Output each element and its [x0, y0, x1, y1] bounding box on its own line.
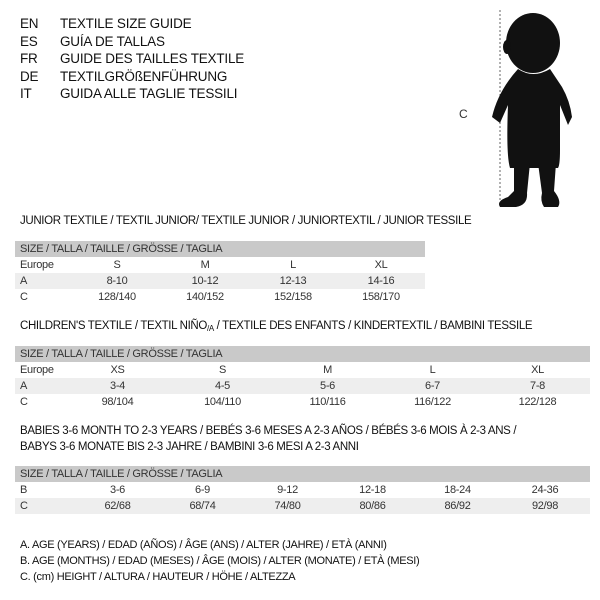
- cell: S: [113, 259, 121, 271]
- size-header: SIZE / TALLA / TAILLE / GRÖSSE / TAGLIA: [15, 466, 590, 482]
- children-size-table: SIZE / TALLA / TAILLE / GRÖSSE / TAGLIA …: [15, 346, 590, 410]
- row-label: Europe: [20, 364, 54, 376]
- cell: XL: [531, 364, 544, 376]
- cell: 68/74: [160, 498, 245, 514]
- lang-it: IT GUIDA ALLE TAGLIE TESSILI: [20, 85, 244, 103]
- table-row: B 3-6 6-9 9-12 12-18 18-24 24-36: [15, 482, 590, 498]
- babies-section-title-line2: BABYS 3-6 MONATE BIS 2-3 JAHRE / BAMBINI…: [20, 441, 359, 453]
- cell: 62/68: [75, 498, 160, 514]
- cell: 12-13: [249, 273, 337, 289]
- cell: L: [290, 259, 296, 271]
- legend-item: B. AGE (MONTHS) / EDAD (MESES) / ÂGE (MO…: [20, 555, 420, 567]
- legend-item: C. (cm) HEIGHT / ALTURA / HAUTEUR / HÖHE…: [20, 571, 296, 583]
- title-text: / TEXTILE DES ENFANTS / KINDERTEXTIL / B…: [213, 320, 533, 332]
- lang-code: IT: [20, 86, 32, 101]
- lang-code: EN: [20, 16, 39, 31]
- cell: 110/116: [309, 396, 346, 408]
- table-row: C 128/140 140/152 152/158 158/170: [15, 289, 425, 305]
- cell: S: [218, 364, 227, 376]
- table-row: C 62/68 68/74 74/80 80/86 86/92 92/98: [15, 498, 590, 514]
- lang-title: GUIDE DES TAILLES TEXTILE: [60, 51, 245, 66]
- cell: 10-12: [161, 273, 249, 289]
- size-header: SIZE / TALLA / TAILLE / GRÖSSE / TAGLIA: [15, 346, 590, 362]
- junior-section-title: JUNIOR TEXTILE / TEXTIL JUNIOR/ TEXTILE …: [20, 215, 472, 227]
- cell: 6-9: [195, 484, 210, 496]
- babies-section-title-line1: BABIES 3-6 MONTH TO 2-3 YEARS / BEBÉS 3-…: [20, 425, 517, 437]
- cell: L: [429, 364, 436, 376]
- cell: 8-10: [73, 273, 161, 289]
- lang-title: GUIDA ALLE TAGLIE TESSILI: [60, 86, 238, 101]
- cell: 152/158: [274, 291, 312, 303]
- table-row: A 8-10 10-12 12-13 14-16: [15, 273, 425, 289]
- row-label: C: [15, 498, 75, 514]
- lang-fr: FR GUIDE DES TAILLES TEXTILE: [20, 50, 244, 68]
- title-subscript: /A: [206, 324, 214, 333]
- cell: 86/92: [415, 498, 500, 514]
- cell: XS: [110, 364, 125, 376]
- size-header: SIZE / TALLA / TAILLE / GRÖSSE / TAGLIA: [15, 241, 425, 257]
- row-label: C: [20, 396, 28, 408]
- cell: 18-24: [444, 484, 471, 496]
- lang-de: DE TEXTILGRÖßENFÜHRUNG: [20, 68, 244, 86]
- cell: 5-6: [275, 378, 380, 394]
- table-header-row: SIZE / TALLA / TAILLE / GRÖSSE / TAGLIA: [15, 241, 425, 257]
- cell: 14-16: [337, 273, 425, 289]
- legend-item: A. AGE (YEARS) / EDAD (AÑOS) / ÂGE (ANS)…: [20, 539, 387, 551]
- row-label: C: [20, 291, 28, 303]
- legend: A. AGE (YEARS) / EDAD (AÑOS) / ÂGE (ANS)…: [20, 537, 420, 585]
- cell: 158/170: [362, 291, 400, 303]
- cell: 104/110: [204, 396, 241, 408]
- cell: 6-7: [380, 378, 485, 394]
- row-label: A: [15, 273, 73, 289]
- cell: 3-4: [65, 378, 170, 394]
- children-section-title: CHILDREN'S TEXTILE / TEXTIL NIÑO/A / TEX…: [20, 320, 533, 333]
- table-header-row: SIZE / TALLA / TAILLE / GRÖSSE / TAGLIA: [15, 346, 590, 362]
- cell: 12-18: [359, 484, 386, 496]
- cell: 7-8: [485, 378, 590, 394]
- table-header-row: SIZE / TALLA / TAILLE / GRÖSSE / TAGLIA: [15, 466, 590, 482]
- junior-size-table: SIZE / TALLA / TAILLE / GRÖSSE / TAGLIA …: [15, 241, 425, 305]
- cell: 24-36: [531, 484, 559, 496]
- cell: 128/140: [98, 291, 136, 303]
- table-row: Europe S M L XL: [15, 257, 425, 273]
- row-label: A: [15, 378, 65, 394]
- cell: XL: [374, 259, 388, 271]
- lang-code: FR: [20, 51, 38, 66]
- row-label: Europe: [20, 259, 54, 271]
- lang-title: TEXTILGRÖßENFÜHRUNG: [60, 68, 228, 84]
- language-titles: EN TEXTILE SIZE GUIDE ES GUÍA DE TALLAS FR…: [20, 15, 244, 103]
- cell: 80/86: [330, 498, 415, 514]
- lang-code: DE: [20, 68, 39, 84]
- lang-es: ES GUÍA DE TALLAS: [20, 33, 244, 51]
- cell: 140/152: [186, 291, 224, 303]
- lang-title: GUÍA DE TALLAS: [60, 33, 165, 49]
- height-label: C: [459, 107, 468, 121]
- lang-en: EN TEXTILE SIZE GUIDE: [20, 15, 244, 33]
- table-row: A 3-4 4-5 5-6 6-7 7-8: [15, 378, 590, 394]
- table-row: Europe XS S M L XL: [15, 362, 590, 378]
- cell: 122/128: [518, 396, 557, 408]
- table-row: C 98/104 104/110 110/116 116/122 122/128: [15, 394, 590, 410]
- cell: 98/104: [101, 396, 134, 408]
- cell: 74/80: [245, 498, 330, 514]
- babies-size-table: SIZE / TALLA / TAILLE / GRÖSSE / TAGLIA …: [15, 466, 590, 514]
- row-label: B: [20, 484, 28, 496]
- cell: 9-12: [277, 484, 298, 496]
- cell: M: [200, 259, 210, 271]
- lang-code: ES: [20, 33, 38, 49]
- cell: M: [323, 364, 332, 376]
- lang-title: TEXTILE SIZE GUIDE: [60, 16, 192, 31]
- child-silhouette-icon: [492, 10, 572, 207]
- cell: 116/122: [414, 396, 451, 408]
- cell: 4-5: [170, 378, 275, 394]
- title-text: CHILDREN'S TEXTILE / TEXTIL NIÑO: [20, 320, 207, 332]
- cell: 3-6: [110, 484, 125, 496]
- cell: 92/98: [500, 498, 590, 514]
